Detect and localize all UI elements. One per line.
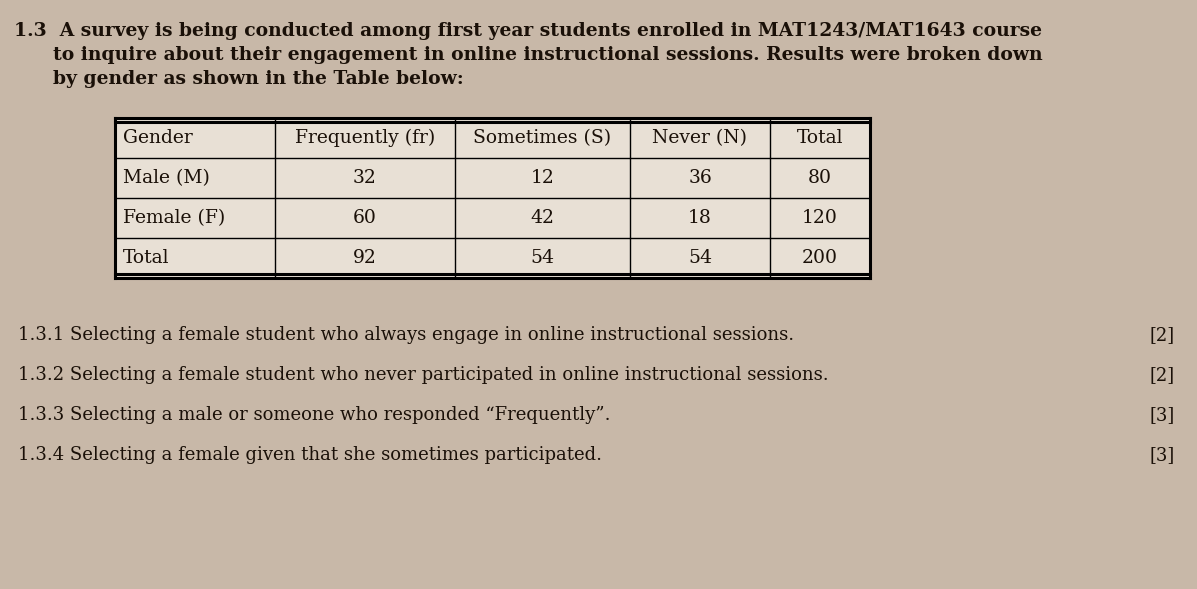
Text: [3]: [3] (1150, 406, 1175, 424)
Text: 1.3.2 Selecting a female student who never participated in online instructional : 1.3.2 Selecting a female student who nev… (18, 366, 828, 384)
Text: Gender: Gender (123, 129, 193, 147)
Text: 1.3.4 Selecting a female given that she sometimes participated.: 1.3.4 Selecting a female given that she … (18, 446, 602, 464)
Text: 12: 12 (530, 169, 554, 187)
Text: 18: 18 (688, 209, 712, 227)
Bar (115, 118, 870, 278)
Text: Male (M): Male (M) (123, 169, 209, 187)
Text: 54: 54 (688, 249, 712, 267)
Text: 1.3  A survey is being conducted among first year students enrolled in MAT1243/M: 1.3 A survey is being conducted among fi… (14, 22, 1043, 40)
Text: 1.3.1 Selecting a female student who always engage in online instructional sessi: 1.3.1 Selecting a female student who alw… (18, 326, 794, 344)
Text: by gender as shown in the Table below:: by gender as shown in the Table below: (14, 70, 463, 88)
Text: 42: 42 (530, 209, 554, 227)
Text: Never (N): Never (N) (652, 129, 747, 147)
Text: 120: 120 (802, 209, 838, 227)
Text: Frequently (fr): Frequently (fr) (294, 129, 436, 147)
Text: 80: 80 (808, 169, 832, 187)
Text: 32: 32 (353, 169, 377, 187)
Text: [2]: [2] (1150, 326, 1175, 344)
Text: 36: 36 (688, 169, 712, 187)
Text: [2]: [2] (1150, 366, 1175, 384)
Text: Total: Total (123, 249, 170, 267)
Text: 92: 92 (353, 249, 377, 267)
Text: to inquire about their engagement in online instructional sessions. Results were: to inquire about their engagement in onl… (14, 46, 1043, 64)
Text: 60: 60 (353, 209, 377, 227)
Text: Sometimes (S): Sometimes (S) (474, 129, 612, 147)
Text: Total: Total (797, 129, 843, 147)
Text: 1.3.3 Selecting a male or someone who responded “Frequently”.: 1.3.3 Selecting a male or someone who re… (18, 406, 610, 424)
Text: 200: 200 (802, 249, 838, 267)
Text: 54: 54 (530, 249, 554, 267)
Text: [3]: [3] (1150, 446, 1175, 464)
Text: Female (F): Female (F) (123, 209, 225, 227)
